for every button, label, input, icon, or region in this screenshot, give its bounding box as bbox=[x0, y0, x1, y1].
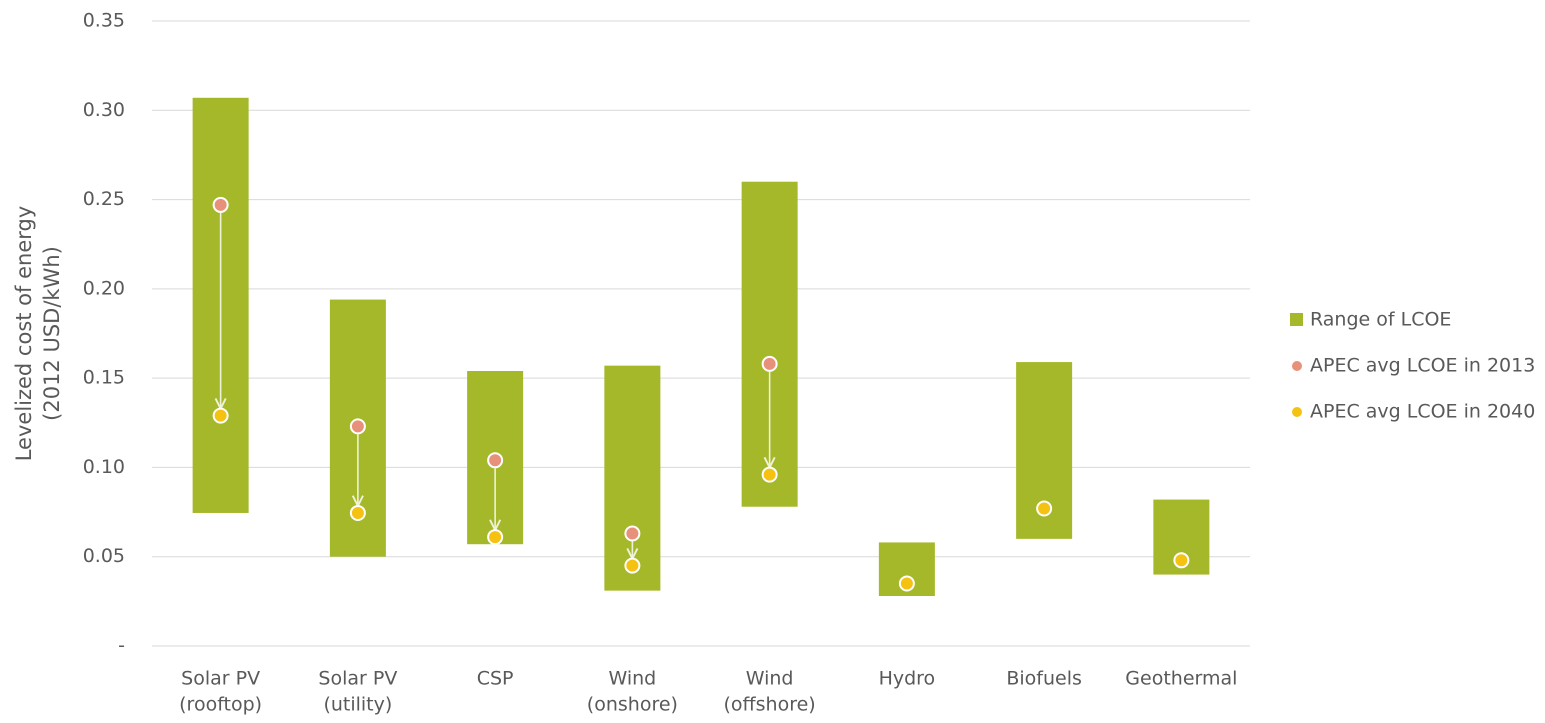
y-tick-label: 0.15 bbox=[83, 367, 125, 389]
x-tick-label: (offshore) bbox=[724, 694, 816, 716]
avg-dot bbox=[1036, 500, 1053, 517]
x-tick-label: Wind bbox=[746, 668, 794, 690]
avg-dot bbox=[1173, 552, 1190, 569]
x-tick-label: (onshore) bbox=[587, 694, 678, 716]
avg-dot bbox=[487, 529, 504, 546]
y-tick-label: - bbox=[118, 635, 125, 657]
x-tick-label: (utility) bbox=[323, 694, 392, 716]
legend-label: Range of LCOE bbox=[1310, 309, 1451, 331]
x-tick-label: CSP bbox=[477, 668, 514, 690]
avg-dot bbox=[349, 418, 366, 435]
legend-label: APEC avg LCOE in 2040 bbox=[1310, 401, 1535, 423]
y-tick-label: 0.05 bbox=[83, 545, 125, 567]
y-axis-label: (2012 USD/kWh) bbox=[40, 246, 64, 421]
y-axis-label: Levelized cost of energy bbox=[12, 206, 36, 462]
y-tick-label: 0.30 bbox=[83, 99, 125, 121]
y-tick-label: 0.25 bbox=[83, 188, 125, 210]
avg-dot bbox=[624, 557, 641, 574]
legend-label: APEC avg LCOE in 2013 bbox=[1310, 355, 1535, 377]
y-tick-label: 0.10 bbox=[83, 456, 125, 478]
avg-dot bbox=[212, 407, 229, 424]
avg-dot bbox=[761, 355, 778, 372]
legend-swatch bbox=[1290, 313, 1303, 326]
avg-dot bbox=[212, 196, 229, 213]
avg-dot bbox=[624, 525, 641, 542]
x-tick-label: Solar PV bbox=[181, 668, 260, 690]
avg-dot bbox=[349, 504, 366, 521]
x-tick-label: Geothermal bbox=[1125, 668, 1237, 690]
avg-dot bbox=[898, 575, 915, 592]
x-tick-label: Biofuels bbox=[1006, 668, 1082, 690]
legend-swatch bbox=[1292, 361, 1302, 371]
x-tick-label: Solar PV bbox=[318, 668, 397, 690]
x-tick-label: Hydro bbox=[879, 668, 936, 690]
legend-swatch bbox=[1292, 407, 1302, 417]
x-tick-label: Wind bbox=[608, 668, 656, 690]
y-tick-label: 0.20 bbox=[83, 277, 125, 299]
y-tick-label: 0.35 bbox=[83, 10, 125, 32]
x-tick-label: (rooftop) bbox=[179, 694, 262, 716]
avg-dot bbox=[761, 466, 778, 483]
avg-dot bbox=[487, 452, 504, 469]
